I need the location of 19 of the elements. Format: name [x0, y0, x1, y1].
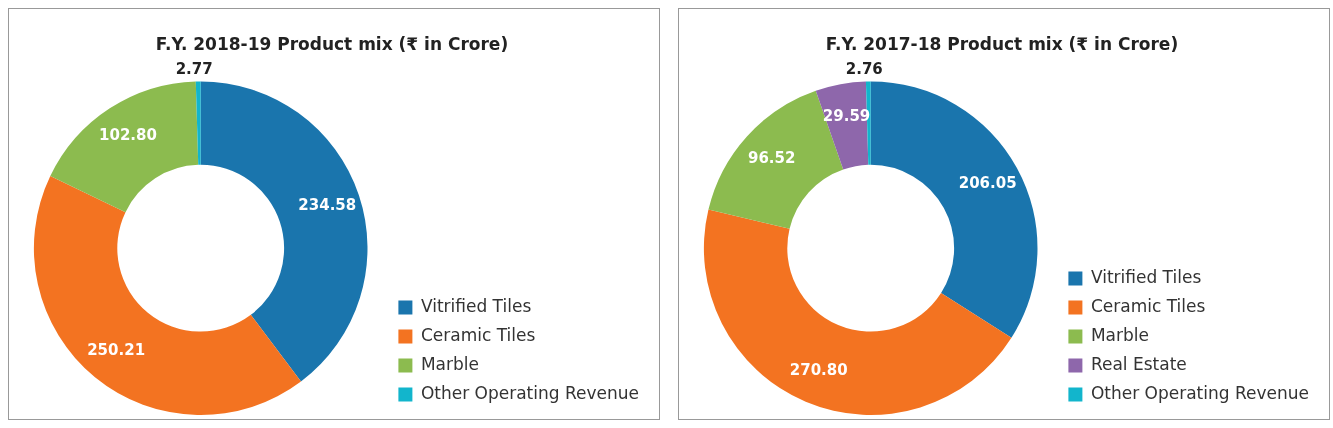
legend-label: Marble	[1090, 324, 1149, 345]
legend-label: Real Estate	[1090, 353, 1187, 374]
legend-label: Vitrified Tiles	[420, 295, 532, 316]
legend-label: Ceramic Tiles	[1090, 295, 1206, 316]
data-label: 206.05	[958, 173, 1017, 192]
data-label: 102.80	[99, 126, 157, 145]
legend-label: Marble	[420, 353, 479, 374]
data-label: 234.58	[298, 195, 357, 214]
legend-label: Other Operating Revenue	[420, 382, 640, 403]
legend-label: Other Operating Revenue	[1090, 382, 1310, 403]
data-label: 2.76	[845, 59, 883, 78]
legend-label: Ceramic Tiles	[420, 324, 536, 345]
legend-label: Vitrified Tiles	[1090, 266, 1202, 287]
data-label: 96.52	[747, 148, 796, 167]
chart-title: F.Y. 2017-18 Product mix (₹ in Crore)	[825, 33, 1179, 54]
data-label: 250.21	[87, 341, 146, 360]
chart-title: F.Y. 2018-19 Product mix (₹ in Crore)	[155, 33, 509, 54]
data-label: 270.80	[789, 360, 848, 379]
data-label: 2.77	[175, 59, 213, 78]
